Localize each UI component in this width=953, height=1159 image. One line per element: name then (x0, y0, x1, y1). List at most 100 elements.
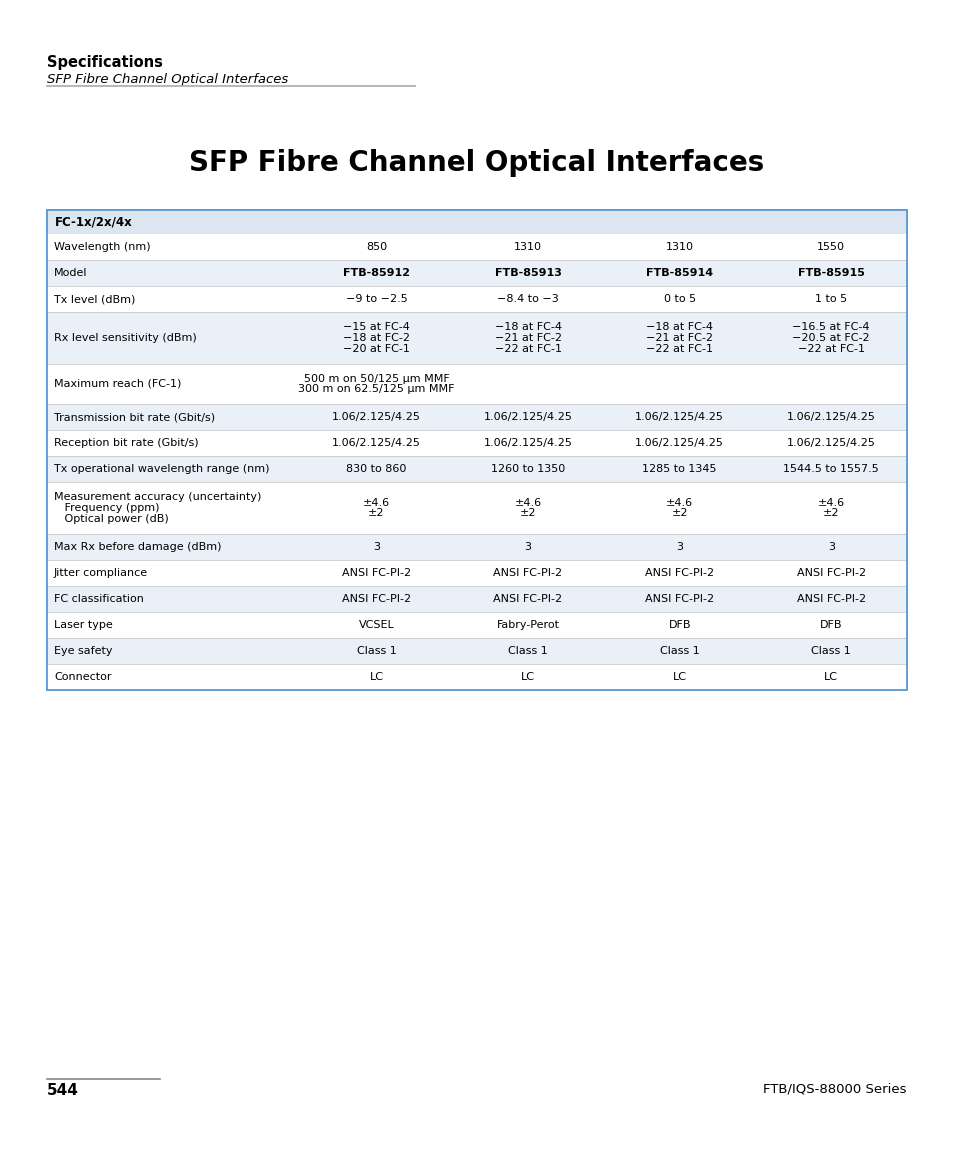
Text: VCSEL: VCSEL (358, 620, 394, 630)
Bar (47, 430, 906, 455)
Text: Class 1: Class 1 (508, 646, 547, 656)
Text: FTB-85912: FTB-85912 (343, 268, 410, 278)
Text: 850: 850 (366, 242, 387, 252)
Text: FTB-85913: FTB-85913 (494, 268, 561, 278)
Text: 830 to 860: 830 to 860 (346, 464, 406, 474)
Text: Tx level (dBm): Tx level (dBm) (54, 294, 135, 304)
Bar (47, 637, 906, 664)
Text: 3: 3 (676, 542, 682, 552)
Text: FC-1x/2x/4x: FC-1x/2x/4x (55, 216, 132, 228)
Text: FC classification: FC classification (54, 595, 144, 604)
Text: LC: LC (672, 672, 686, 681)
Text: FTB-85914: FTB-85914 (645, 268, 713, 278)
Text: ANSI FC-PI-2: ANSI FC-PI-2 (644, 595, 714, 604)
Text: ±4.6: ±4.6 (514, 497, 541, 508)
Bar (47, 534, 906, 560)
Text: ANSI FC-PI-2: ANSI FC-PI-2 (796, 595, 865, 604)
Text: 1544.5 to 1557.5: 1544.5 to 1557.5 (782, 464, 878, 474)
Text: −22 at FC-1: −22 at FC-1 (645, 344, 713, 353)
Bar (47, 404, 906, 430)
Text: Connector: Connector (54, 672, 112, 681)
Bar (47, 560, 906, 586)
Text: Measurement accuracy (uncertainty): Measurement accuracy (uncertainty) (54, 493, 261, 502)
Text: 3: 3 (524, 542, 531, 552)
Text: Frequency (ppm): Frequency (ppm) (54, 503, 159, 513)
Bar (47, 234, 906, 260)
Text: Class 1: Class 1 (659, 646, 699, 656)
Text: 1.06/2.125/4.25: 1.06/2.125/4.25 (483, 411, 572, 422)
Text: 1.06/2.125/4.25: 1.06/2.125/4.25 (635, 411, 723, 422)
Text: ANSI FC-PI-2: ANSI FC-PI-2 (796, 568, 865, 578)
Text: −16.5 at FC-4: −16.5 at FC-4 (792, 322, 869, 331)
Text: 3: 3 (827, 542, 834, 552)
Text: −18 at FC-4: −18 at FC-4 (494, 322, 561, 331)
Text: Reception bit rate (Gbit/s): Reception bit rate (Gbit/s) (54, 438, 198, 449)
Text: 1.06/2.125/4.25: 1.06/2.125/4.25 (483, 438, 572, 449)
Text: Laser type: Laser type (54, 620, 112, 630)
Text: 1.06/2.125/4.25: 1.06/2.125/4.25 (786, 411, 875, 422)
Text: Tx operational wavelength range (nm): Tx operational wavelength range (nm) (54, 464, 269, 474)
Bar (47, 586, 906, 612)
Text: 3: 3 (373, 542, 379, 552)
Text: ANSI FC-PI-2: ANSI FC-PI-2 (493, 595, 562, 604)
Bar (47, 210, 906, 690)
Text: DFB: DFB (668, 620, 690, 630)
Text: 1310: 1310 (514, 242, 541, 252)
Text: 1.06/2.125/4.25: 1.06/2.125/4.25 (786, 438, 875, 449)
Text: −22 at FC-1: −22 at FC-1 (494, 344, 561, 353)
Text: −18 at FC-4: −18 at FC-4 (645, 322, 713, 331)
Bar (47, 664, 906, 690)
Text: 1285 to 1345: 1285 to 1345 (641, 464, 716, 474)
Text: Class 1: Class 1 (356, 646, 395, 656)
Text: 1.06/2.125/4.25: 1.06/2.125/4.25 (332, 411, 420, 422)
Text: −20.5 at FC-2: −20.5 at FC-2 (792, 333, 869, 343)
Text: 1 to 5: 1 to 5 (814, 294, 846, 304)
Text: ±2: ±2 (368, 509, 384, 518)
Text: SFP Fibre Channel Optical Interfaces: SFP Fibre Channel Optical Interfaces (47, 73, 288, 86)
Text: ANSI FC-PI-2: ANSI FC-PI-2 (493, 568, 562, 578)
Text: ±4.6: ±4.6 (665, 497, 693, 508)
Bar (47, 482, 906, 534)
Text: ANSI FC-PI-2: ANSI FC-PI-2 (644, 568, 714, 578)
Text: Jitter compliance: Jitter compliance (54, 568, 148, 578)
Text: 1.06/2.125/4.25: 1.06/2.125/4.25 (635, 438, 723, 449)
Text: 1260 to 1350: 1260 to 1350 (491, 464, 564, 474)
Text: −9 to −2.5: −9 to −2.5 (345, 294, 407, 304)
Text: Fabry-Perot: Fabry-Perot (497, 620, 559, 630)
Text: ±4.6: ±4.6 (362, 497, 390, 508)
Text: FTB/IQS-88000 Series: FTB/IQS-88000 Series (762, 1083, 906, 1096)
Text: SFP Fibre Channel Optical Interfaces: SFP Fibre Channel Optical Interfaces (190, 150, 763, 177)
Text: DFB: DFB (819, 620, 841, 630)
Bar (47, 455, 906, 482)
Text: 1550: 1550 (817, 242, 844, 252)
Text: −18 at FC-2: −18 at FC-2 (343, 333, 410, 343)
Text: ±2: ±2 (671, 509, 687, 518)
Text: −21 at FC-2: −21 at FC-2 (645, 333, 713, 343)
Text: 1.06/2.125/4.25: 1.06/2.125/4.25 (332, 438, 420, 449)
Text: 500 m on 50/125 μm MMF: 500 m on 50/125 μm MMF (303, 373, 449, 384)
Text: 544: 544 (47, 1083, 79, 1098)
Text: LC: LC (520, 672, 535, 681)
Bar (47, 260, 906, 286)
Text: 300 m on 62.5/125 μm MMF: 300 m on 62.5/125 μm MMF (298, 385, 455, 394)
Text: Model: Model (54, 268, 88, 278)
Text: ±2: ±2 (519, 509, 536, 518)
Text: −21 at FC-2: −21 at FC-2 (494, 333, 561, 343)
Bar (47, 312, 906, 364)
Text: Wavelength (nm): Wavelength (nm) (54, 242, 151, 252)
Text: LC: LC (369, 672, 383, 681)
Text: 1310: 1310 (665, 242, 693, 252)
Text: Transmission bit rate (Gbit/s): Transmission bit rate (Gbit/s) (54, 411, 214, 422)
Text: FTB-85915: FTB-85915 (797, 268, 863, 278)
Bar (47, 612, 906, 637)
Text: −20 at FC-1: −20 at FC-1 (343, 344, 410, 353)
Text: ANSI FC-PI-2: ANSI FC-PI-2 (341, 595, 411, 604)
Text: −8.4 to −3: −8.4 to −3 (497, 294, 558, 304)
Text: ±2: ±2 (822, 509, 839, 518)
Text: Specifications: Specifications (47, 54, 163, 70)
Text: −15 at FC-4: −15 at FC-4 (343, 322, 410, 331)
Text: Eye safety: Eye safety (54, 646, 112, 656)
Text: Class 1: Class 1 (810, 646, 850, 656)
Text: LC: LC (823, 672, 838, 681)
Bar (47, 210, 906, 690)
